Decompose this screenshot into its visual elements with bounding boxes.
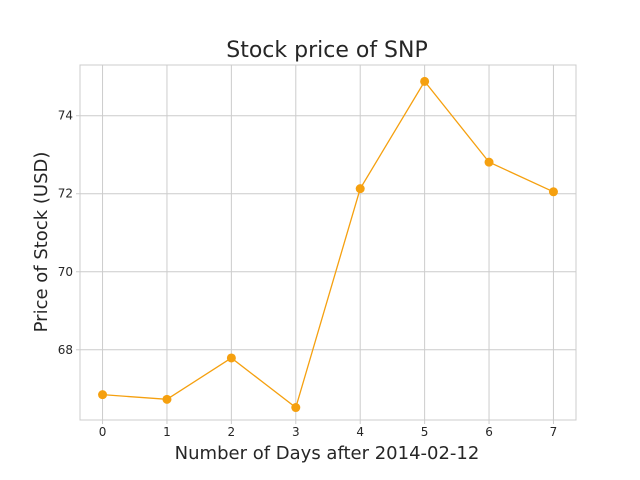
- x-gridlines: [102, 65, 554, 420]
- x-tick-label: 3: [292, 425, 300, 439]
- data-point: [548, 187, 558, 197]
- data-point: [226, 353, 236, 363]
- y-tick-labels: 68 70 72 74: [58, 109, 80, 357]
- y-gridlines: [80, 115, 576, 351]
- chart-title: Stock price of SNP: [226, 38, 428, 63]
- y-tick-label: 70: [58, 265, 73, 279]
- x-tick-label: 4: [356, 425, 364, 439]
- y-tick-label: 72: [58, 187, 73, 201]
- data-point: [98, 390, 108, 400]
- x-tick-labels: 0 1 2 3 4 5 6 7: [99, 420, 558, 439]
- x-tick-label: 0: [99, 425, 107, 439]
- series-layer: [98, 76, 558, 413]
- x-tick-label: 1: [163, 425, 171, 439]
- data-point: [162, 394, 172, 404]
- x-tick-label: 2: [228, 425, 236, 439]
- y-tick-label: 68: [58, 343, 73, 357]
- y-axis-label: Price of Stock (USD): [31, 152, 52, 333]
- x-tick-label: 7: [550, 425, 558, 439]
- plot-frame: [79, 64, 577, 421]
- series-line: [102, 80, 554, 409]
- x-tick-label: 6: [485, 425, 493, 439]
- data-point: [355, 184, 365, 194]
- data-point: [420, 76, 430, 86]
- x-axis-label: Number of Days after 2014-02-12: [175, 443, 480, 464]
- y-tick-label: 74: [58, 109, 73, 123]
- data-point: [484, 157, 494, 167]
- x-tick-label: 5: [421, 425, 429, 439]
- data-point: [291, 403, 301, 413]
